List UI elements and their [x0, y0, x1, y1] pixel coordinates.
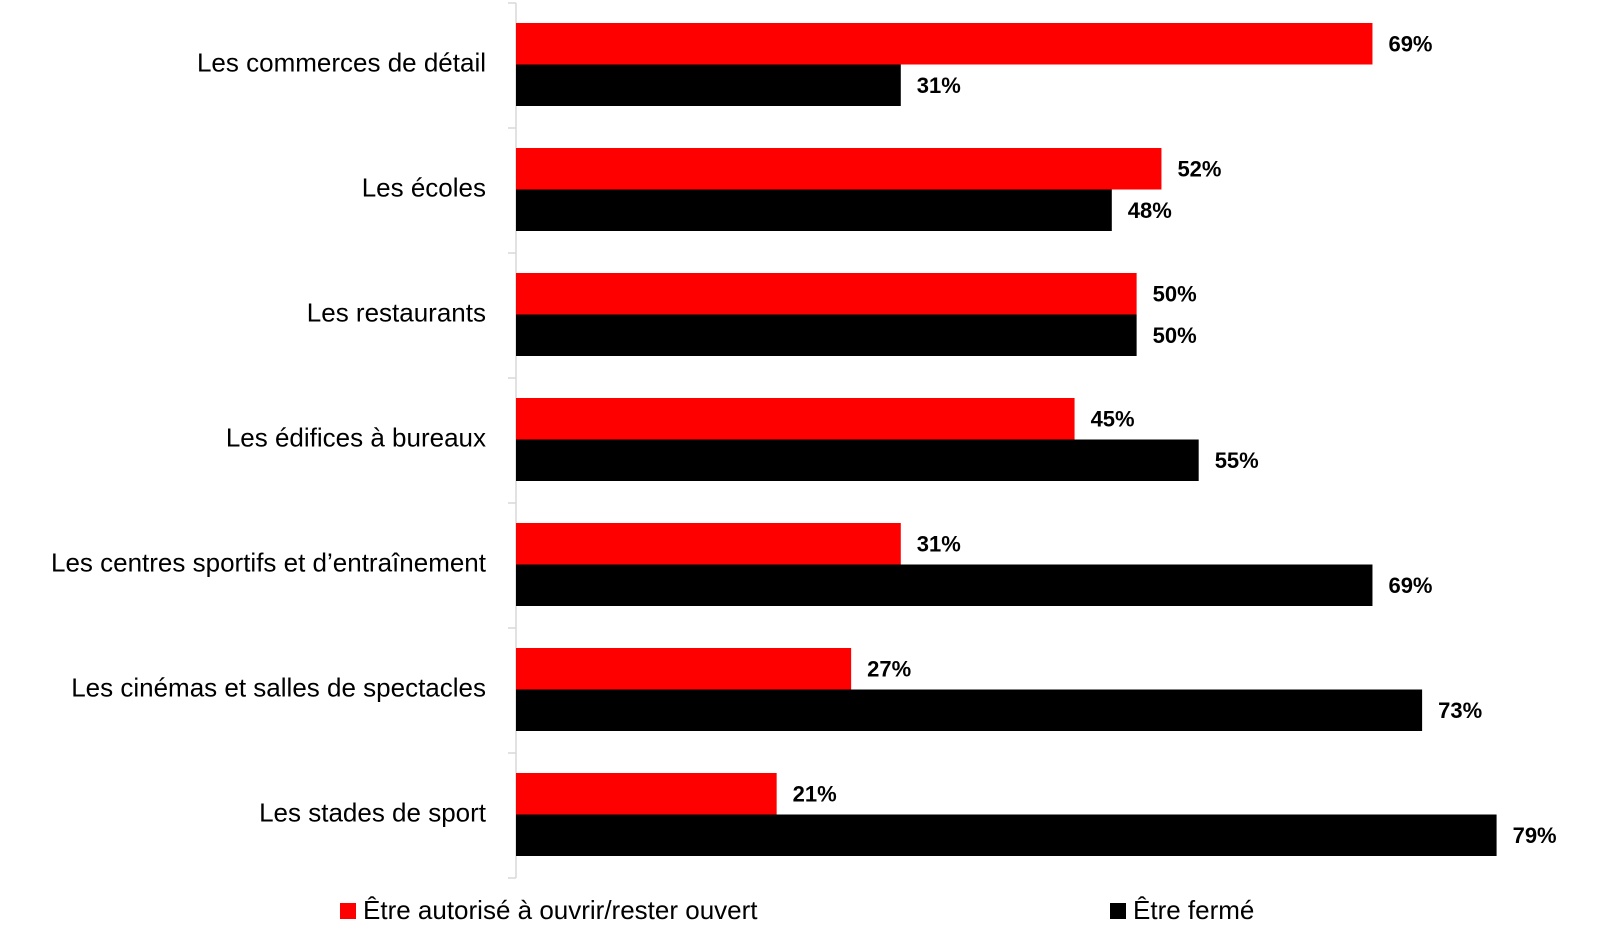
data-label: 69% [1388, 573, 1432, 598]
bar [516, 23, 1373, 65]
data-label: 27% [867, 657, 911, 682]
data-label: 50% [1153, 282, 1197, 307]
legend-label: Être autorisé à ouvrir/rester ouvert [363, 895, 758, 925]
data-label: 55% [1215, 448, 1259, 473]
bar [516, 689, 1423, 731]
data-label: 21% [793, 782, 837, 807]
category-label: Les écoles [362, 172, 486, 202]
data-label: 79% [1513, 823, 1557, 848]
legend-label: Être fermé [1133, 895, 1254, 925]
bar [516, 648, 852, 690]
category-label: Les centres sportifs et d’entraînement [51, 547, 487, 577]
category-label: Les commerces de détail [197, 47, 486, 77]
legend-swatch [340, 903, 356, 919]
category-label: Les restaurants [307, 297, 486, 327]
bar [516, 814, 1497, 856]
bar [516, 273, 1137, 315]
bar [516, 773, 777, 815]
bar [516, 64, 901, 106]
bar [516, 523, 901, 565]
bar [516, 148, 1162, 190]
data-label: 31% [917, 532, 961, 557]
bar [516, 439, 1199, 481]
category-label: Les stades de sport [259, 797, 487, 827]
data-label: 73% [1438, 698, 1482, 723]
legend-swatch [1110, 903, 1126, 919]
category-label: Les cinémas et salles de spectacles [71, 672, 486, 702]
data-label: 45% [1091, 407, 1135, 432]
data-label: 48% [1128, 198, 1172, 223]
bar [516, 398, 1075, 440]
data-label: 31% [917, 73, 961, 98]
data-label: 69% [1388, 32, 1432, 57]
bar [516, 314, 1137, 356]
data-label: 50% [1153, 323, 1197, 348]
bar [516, 564, 1373, 606]
data-label: 52% [1177, 157, 1221, 182]
bar [516, 189, 1112, 231]
category-label: Les édifices à bureaux [226, 422, 486, 452]
